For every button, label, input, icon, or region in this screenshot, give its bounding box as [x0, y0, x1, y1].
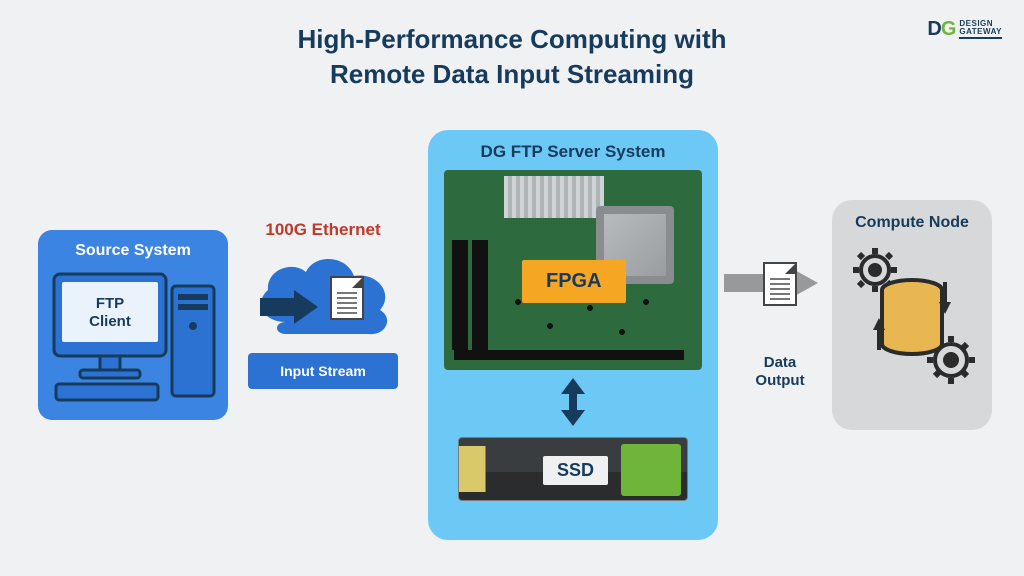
logo-text-2: GATEWAY	[959, 27, 1002, 36]
source-system-title: Source System	[50, 242, 216, 260]
compute-node-title: Compute Node	[842, 214, 982, 232]
dimm-slot-icon	[452, 240, 468, 350]
ethernet-column: 100G Ethernet Input Stream	[248, 220, 398, 389]
page-title: High-Performance Computing with Remote D…	[0, 22, 1024, 92]
document-icon	[330, 276, 364, 320]
heatsink-icon	[504, 176, 604, 218]
bidirectional-arrow-icon	[444, 378, 702, 431]
logo-g: G	[941, 18, 956, 40]
title-line2: Remote Data Input Streaming	[330, 59, 694, 89]
dimm-slot-icon	[472, 240, 488, 350]
compute-node-illustration	[847, 242, 977, 392]
fpga-board-illustration: FPGA	[444, 170, 702, 370]
ftp-server-title: DG FTP Server System	[444, 142, 702, 162]
cloud-input-stream	[248, 248, 398, 343]
ftp-client-illustration: FTP Client	[50, 266, 216, 406]
cloud-icon	[248, 248, 398, 343]
logo-text: DESIGN GATEWAY	[959, 20, 1002, 39]
title-line1: High-Performance Computing with	[298, 24, 727, 54]
document-icon	[763, 262, 797, 306]
compute-node-panel: Compute Node	[832, 200, 992, 430]
data-output-line1: Data	[764, 354, 797, 371]
ftp-server-panel: DG FTP Server System FPGA SSD	[428, 130, 718, 540]
source-system-panel: Source System FTP Client	[38, 230, 228, 420]
logo-mark: DG	[927, 18, 955, 41]
logo-d: D	[927, 18, 940, 40]
ethernet-label: 100G Ethernet	[248, 220, 398, 240]
data-output-column: Data Output	[730, 260, 830, 390]
svg-text:Client: Client	[89, 313, 131, 330]
data-output-label: Data Output	[730, 354, 830, 390]
pcie-slot-icon	[454, 350, 684, 360]
ssd-label: SSD	[543, 456, 608, 485]
brand-logo: DG DESIGN GATEWAY	[927, 18, 1002, 41]
data-output-line2: Output	[755, 372, 804, 389]
ssd-illustration: SSD	[458, 437, 688, 501]
svg-text:FTP: FTP	[96, 295, 124, 312]
input-stream-label: Input Stream	[248, 353, 398, 389]
desktop-computer-icon: FTP Client	[50, 266, 220, 406]
fpga-label: FPGA	[522, 260, 626, 303]
